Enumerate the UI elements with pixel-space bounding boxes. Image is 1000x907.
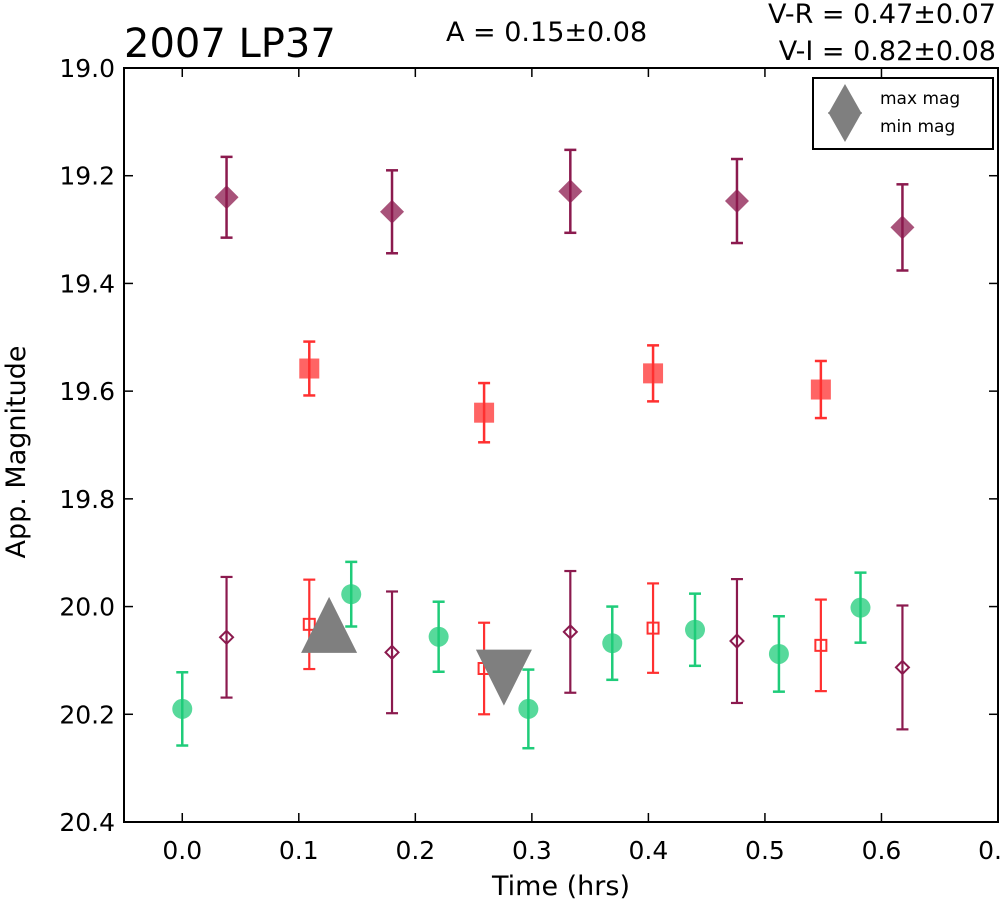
y-tick-label: 19.8: [59, 485, 115, 514]
legend-label: max mag: [880, 89, 960, 109]
y-axis-label: App. Magnitude: [1, 346, 32, 559]
data-point: [602, 633, 623, 654]
y-tick-label: 20.2: [59, 700, 115, 729]
data-point: [768, 643, 789, 664]
y-tick-label: 20.0: [59, 593, 115, 622]
x-tick-label: 0.6: [862, 836, 902, 865]
data-point: [214, 185, 239, 210]
data-point: [850, 597, 871, 618]
data-point: [685, 619, 706, 640]
data-point: [890, 215, 915, 240]
series-0: [214, 148, 915, 272]
x-tick-label: 0.0: [162, 836, 202, 865]
data-point: [558, 179, 583, 204]
plot-frame: [123, 67, 999, 823]
data-point: [299, 358, 320, 379]
series-4: [302, 578, 828, 716]
data-point: [218, 629, 235, 646]
data-point: [518, 698, 539, 719]
y-tick-label: 19.4: [59, 269, 115, 298]
legend: max mag min mag: [812, 77, 994, 150]
v-r-color-text: V-R = 0.47±0.07: [768, 0, 996, 30]
v-i-color-text: V-I = 0.82±0.08: [779, 36, 996, 67]
data-point: [380, 199, 405, 224]
chart-title: 2007 LP37: [124, 21, 336, 67]
data-point: [724, 189, 749, 214]
series-1: [299, 340, 831, 444]
data-point: [894, 659, 911, 676]
max-mag-marker: [301, 596, 358, 653]
data-point: [643, 363, 664, 384]
axis-ticks: 0.0 0.1 0.2 0.3 0.4 0.5 0.6 0.7 19.0 19.2 19.4 19.6…: [59, 54, 1000, 865]
x-tick-label: 0.2: [395, 836, 435, 865]
y-tick-label: 20.4: [59, 808, 115, 837]
data-point: [341, 584, 362, 605]
series-2: [172, 560, 871, 750]
data-point: [562, 623, 579, 640]
x-tick-label: 0.1: [279, 836, 319, 865]
x-axis-label: Time (hrs): [491, 871, 630, 902]
plot-area: [172, 148, 915, 750]
data-point: [474, 402, 495, 423]
data-point: [810, 379, 831, 400]
legend-min-mag-icon: [828, 112, 862, 142]
data-point: [729, 633, 745, 649]
data-point: [172, 698, 193, 719]
data-point: [302, 617, 316, 631]
x-tick-label: 0.5: [745, 836, 785, 865]
legend-label: min mag: [880, 117, 955, 137]
legend-max-mag-icon: [828, 84, 862, 114]
x-tick-label: 0.7: [978, 836, 1000, 865]
y-tick-label: 19.2: [59, 162, 115, 191]
min-mag-marker: [475, 649, 532, 706]
data-point: [646, 621, 660, 635]
data-point: [428, 626, 449, 647]
x-tick-label: 0.4: [629, 836, 669, 865]
data-point: [384, 644, 400, 661]
x-tick-label: 0.3: [512, 836, 552, 865]
data-point: [814, 638, 828, 652]
series-3: [218, 569, 911, 731]
amplitude-text: A = 0.15±0.08: [446, 17, 647, 48]
y-tick-label: 19.6: [59, 377, 115, 406]
y-tick-label: 19.0: [59, 54, 115, 83]
